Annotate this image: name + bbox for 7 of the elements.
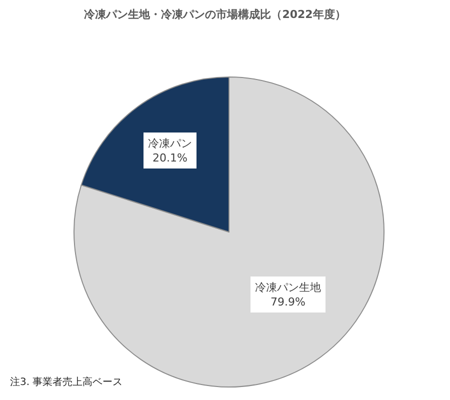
pie-slice: [74, 76, 384, 388]
data-label: 20.1%: [152, 151, 188, 164]
chart-title: 冷凍パン生地・冷凍パンの市場構成比（2022年度）: [84, 8, 346, 21]
data-label: 79.9%: [270, 295, 306, 308]
slice-label: 冷凍パン生地: [255, 281, 321, 294]
slice-label: 冷凍パン: [148, 137, 192, 150]
text: 注3. 事業者売上高ベース: [10, 376, 123, 388]
